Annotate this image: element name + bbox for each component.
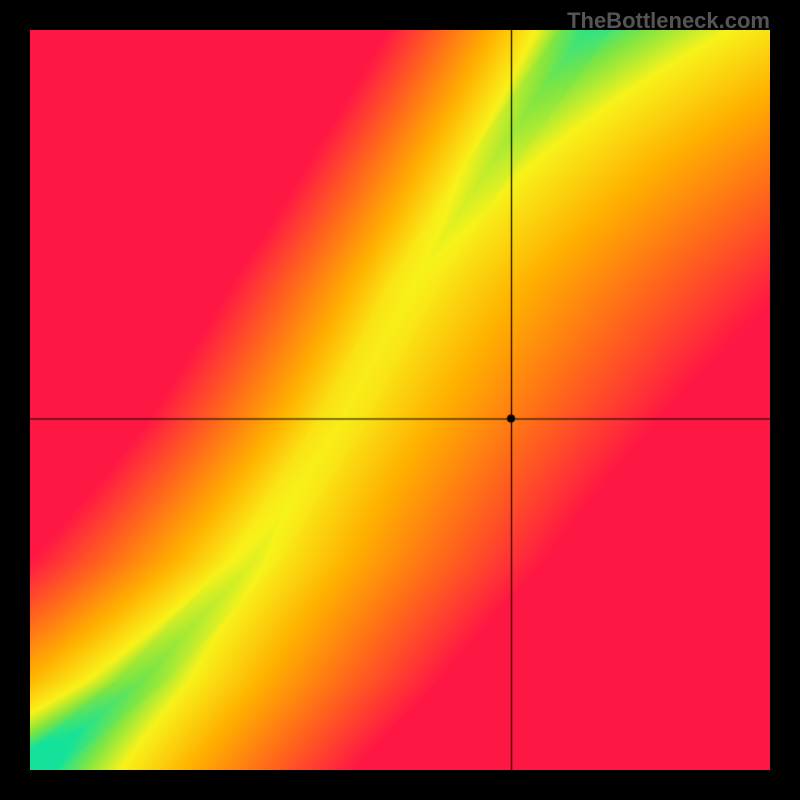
- bottleneck-heatmap: [30, 30, 770, 770]
- chart-container: TheBottleneck.com: [0, 0, 800, 800]
